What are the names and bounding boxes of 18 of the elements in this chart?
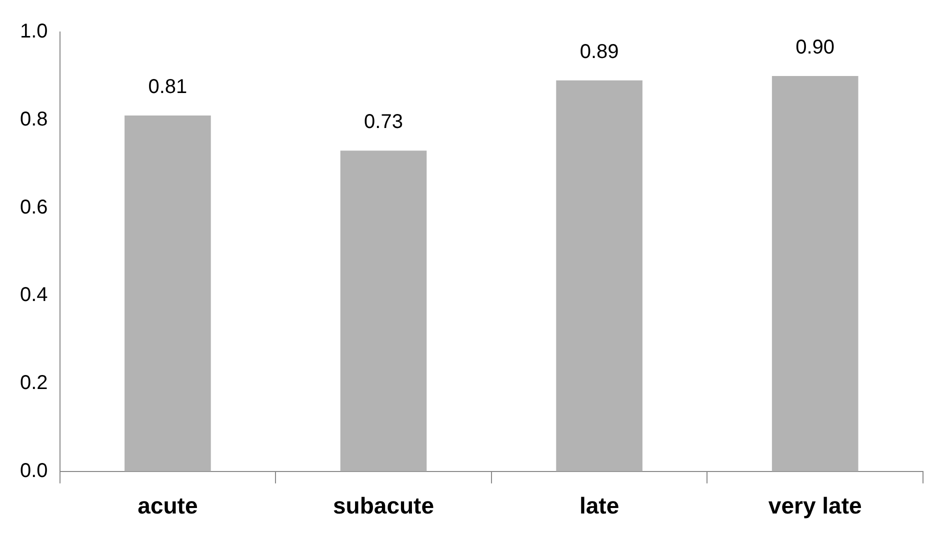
y-tick-label: 1.0 xyxy=(20,20,48,43)
x-tick-label: subacute xyxy=(333,492,434,519)
x-tick-label: late xyxy=(579,492,620,519)
y-tick-label: 0.4 xyxy=(20,284,48,306)
bar xyxy=(772,76,858,472)
bar xyxy=(340,150,427,472)
data-label: 0.89 xyxy=(580,40,619,63)
bar xyxy=(124,115,211,472)
data-label: 0.90 xyxy=(796,36,835,58)
y-tick-label: 0.0 xyxy=(20,460,48,482)
y-tick-label: 0.2 xyxy=(20,372,48,394)
data-label: 0.81 xyxy=(148,76,188,98)
x-tick-label: very late xyxy=(768,492,862,519)
bar xyxy=(556,80,642,472)
y-tick-label: 0.6 xyxy=(20,196,48,218)
y-tick-label: 0.8 xyxy=(20,108,48,130)
data-label: 0.73 xyxy=(364,111,403,134)
x-tick-label: acute xyxy=(138,492,198,519)
